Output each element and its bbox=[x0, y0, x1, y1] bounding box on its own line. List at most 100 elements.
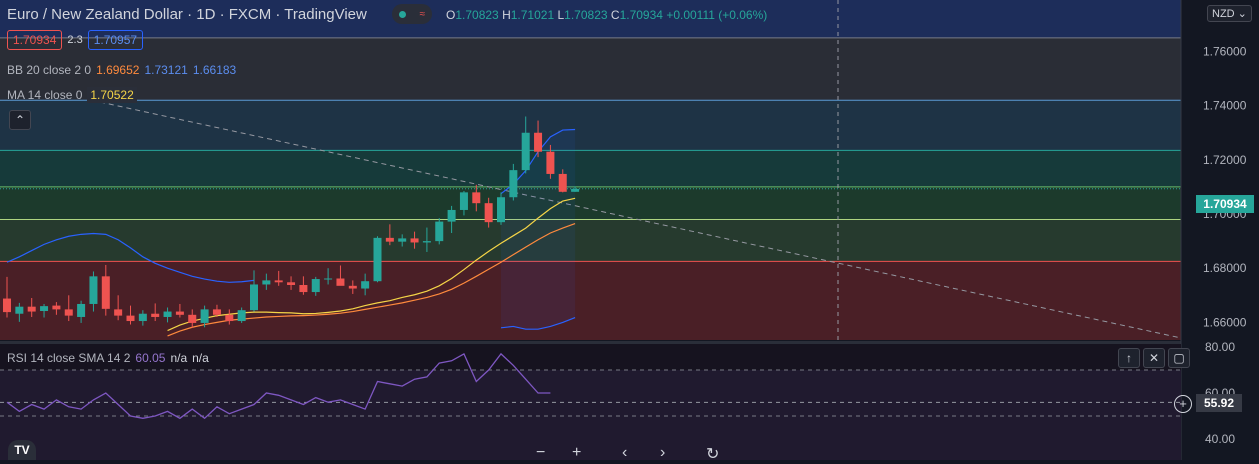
candle bbox=[287, 276, 296, 290]
candle bbox=[373, 236, 382, 283]
candle bbox=[3, 276, 11, 318]
price-zone bbox=[0, 37, 1181, 101]
candle bbox=[336, 265, 345, 286]
price-tick-label: 1.76000 bbox=[1203, 44, 1247, 58]
bb-upper-value: 1.73121 bbox=[144, 63, 188, 77]
candle-body bbox=[40, 306, 49, 312]
candle-body bbox=[299, 285, 308, 293]
trend-line bbox=[99, 101, 1182, 339]
collapse-legend-button[interactable]: ⌃ bbox=[9, 110, 31, 130]
rsi-tick-label: 80.00 bbox=[1205, 340, 1235, 354]
candle bbox=[497, 192, 505, 225]
rsi-tick-label: 40.00 bbox=[1205, 432, 1235, 446]
candle bbox=[15, 302, 24, 322]
candle bbox=[262, 273, 271, 290]
candle bbox=[114, 295, 123, 321]
candle bbox=[558, 169, 567, 193]
candle bbox=[151, 303, 160, 322]
price-zone bbox=[0, 100, 1181, 151]
tradingview-logo[interactable]: TV bbox=[8, 440, 36, 460]
waves-icon: ≈ bbox=[419, 8, 426, 20]
candle-body bbox=[52, 305, 61, 310]
close-value: 1.70934 bbox=[619, 8, 663, 22]
rsi-value-3: n/a bbox=[192, 351, 209, 365]
candlesticks bbox=[3, 116, 580, 328]
price-tick-label: 1.72000 bbox=[1203, 153, 1247, 167]
candle-body bbox=[324, 278, 333, 280]
candle bbox=[40, 303, 49, 318]
candle-body bbox=[336, 278, 345, 286]
candle-body bbox=[361, 281, 370, 289]
rsi-value: 60.05 bbox=[135, 351, 166, 365]
bollinger-bands bbox=[6, 128, 576, 337]
open-label: O bbox=[446, 8, 456, 22]
candle bbox=[299, 276, 308, 295]
sell-button[interactable]: 1.70934 bbox=[7, 30, 63, 50]
chevron-up-icon: ⌃ bbox=[14, 113, 26, 127]
eye-icon bbox=[398, 10, 406, 18]
candle bbox=[225, 309, 234, 325]
high-label: H bbox=[502, 8, 511, 22]
bb-legend[interactable]: BB 20 close 2 0 1.69652 1.73121 1.66183 bbox=[7, 63, 236, 77]
price-zone bbox=[0, 219, 1181, 262]
tv-logo-icon: TV bbox=[14, 443, 30, 457]
candle-body bbox=[151, 313, 160, 317]
move-pane-up-button[interactable]: ↑ bbox=[1118, 348, 1140, 368]
trend-line bbox=[99, 101, 1182, 339]
zoom-out-button[interactable]: − bbox=[536, 444, 546, 461]
maximize-pane-button[interactable]: ▢ bbox=[1168, 348, 1190, 368]
currency-selector[interactable]: NZD ⌄ bbox=[1207, 5, 1252, 22]
visibility-toggle[interactable]: ≈ bbox=[392, 4, 432, 24]
crosshair-add-button[interactable]: + bbox=[1174, 395, 1192, 413]
scroll-right-button[interactable]: › bbox=[660, 444, 666, 461]
close-pane-button[interactable]: ✕ bbox=[1143, 348, 1165, 368]
pane-separator bbox=[0, 341, 1259, 344]
bb-basis-line bbox=[167, 222, 576, 337]
zoom-in-button[interactable]: + bbox=[572, 444, 582, 461]
candle-body bbox=[447, 209, 456, 222]
candle-body bbox=[15, 306, 24, 314]
candle-body bbox=[571, 188, 580, 192]
candle bbox=[188, 309, 197, 328]
open-value: 1.70823 bbox=[455, 8, 499, 22]
candle-body bbox=[163, 311, 172, 317]
candle bbox=[311, 276, 320, 296]
candle-body bbox=[287, 282, 296, 286]
arrow-up-icon: ↑ bbox=[1126, 351, 1132, 365]
maximize-icon: ▢ bbox=[1173, 351, 1185, 365]
symbol-title[interactable]: Euro / New Zealand Dollar · 1D · FXCM · … bbox=[7, 6, 367, 23]
candle bbox=[27, 298, 36, 317]
candle-body bbox=[509, 170, 518, 198]
candle-body bbox=[435, 221, 444, 242]
candle bbox=[250, 270, 258, 312]
candle-body bbox=[472, 192, 481, 204]
rsi-value-2: n/a bbox=[170, 351, 188, 365]
bb-lower-line bbox=[500, 316, 576, 330]
bb-upper-line-early bbox=[6, 232, 255, 283]
candle bbox=[126, 305, 135, 325]
candle bbox=[348, 280, 357, 294]
candle bbox=[52, 302, 61, 315]
candle bbox=[101, 264, 110, 316]
ma-legend[interactable]: MA 14 close 0 1.70522 bbox=[7, 87, 137, 103]
buy-button[interactable]: 1.70957 bbox=[87, 30, 144, 50]
rsi-line bbox=[6, 352, 551, 420]
candle bbox=[398, 234, 407, 247]
rsi-label: RSI 14 close SMA 14 2 bbox=[7, 351, 131, 365]
price-tick-label: 1.68000 bbox=[1203, 261, 1247, 275]
candle-body bbox=[311, 279, 320, 293]
candle-body bbox=[348, 285, 357, 289]
price-zone bbox=[0, 150, 1181, 187]
candle-body bbox=[27, 306, 36, 312]
candle bbox=[361, 273, 370, 296]
candle bbox=[64, 295, 73, 322]
candle bbox=[459, 190, 468, 216]
candle bbox=[534, 120, 543, 158]
candle-body bbox=[250, 284, 258, 311]
candle-body bbox=[3, 298, 11, 313]
reset-chart-button[interactable]: ↻ bbox=[706, 446, 720, 463]
price-zone bbox=[0, 0, 1181, 38]
rsi-legend[interactable]: RSI 14 close SMA 14 2 60.05 n/a n/a bbox=[7, 351, 209, 365]
scroll-left-button[interactable]: ‹ bbox=[622, 444, 628, 461]
